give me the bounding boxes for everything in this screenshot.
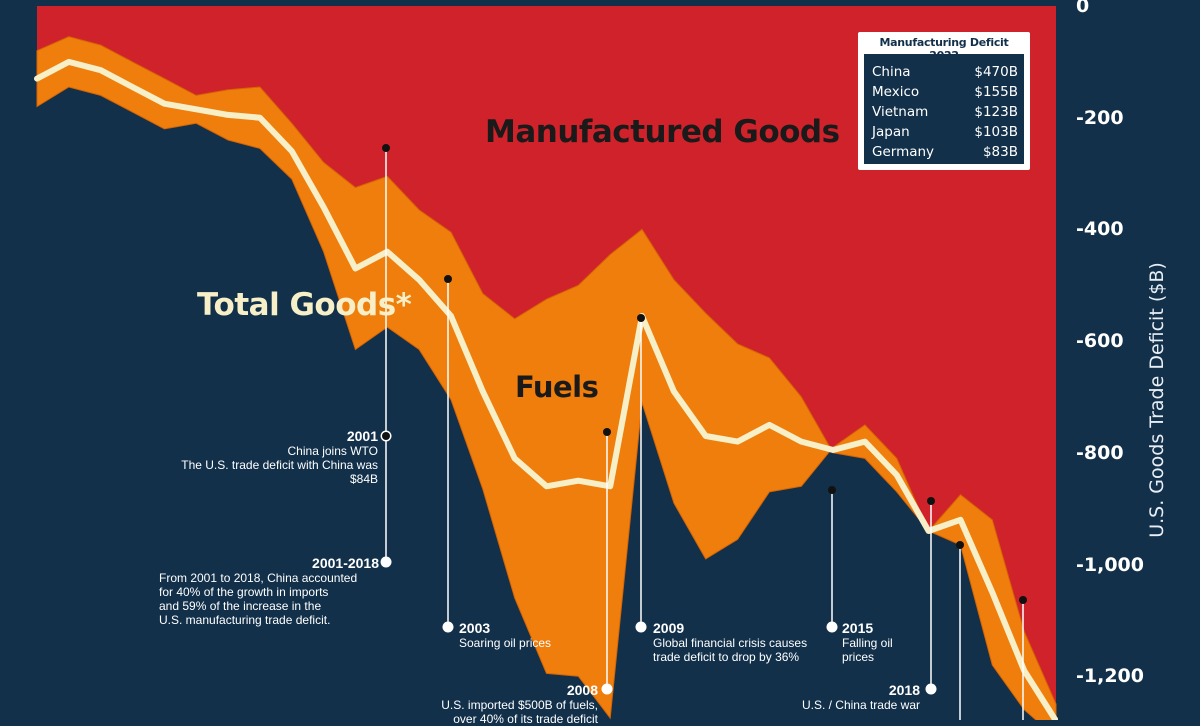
annotation-point-dot xyxy=(603,428,611,436)
inset-row: Japan $103B xyxy=(864,124,1024,144)
annotation-line: U.S. imported $500B of fuels, xyxy=(441,698,598,712)
annotation-line: U.S. / China trade war xyxy=(801,698,920,712)
annotation-2008: 2008 U.S. imported $500B of fuels, over … xyxy=(420,682,598,726)
annotation-2001-2018: 2001-2018 From 2001 to 2018, China accou… xyxy=(159,555,389,627)
y-tick-label: -600 xyxy=(1076,330,1124,353)
inset-value: $103B xyxy=(974,124,1018,140)
y-tick-label: -1,000 xyxy=(1076,553,1144,576)
annotation-2009: 2009 Global financial crisis causes trad… xyxy=(653,620,833,664)
annotation-line: From 2001 to 2018, China accounted xyxy=(159,571,358,585)
annotation-line: Soaring oil prices xyxy=(459,636,552,650)
annotation-2015: 2015 Falling oil prices xyxy=(842,620,942,664)
inset-row: Vietnam $123B xyxy=(864,104,1024,124)
annotation-anchor-dot xyxy=(380,556,392,568)
inset-value: $123B xyxy=(974,104,1018,120)
annotation-point-dot xyxy=(1019,596,1027,604)
annotation-line: Falling oil xyxy=(842,636,893,650)
annotation-year: 2008 xyxy=(566,682,598,698)
inset-value: $155B xyxy=(974,84,1018,100)
annotation-year: 2018 xyxy=(888,682,920,698)
inset-country: Japan xyxy=(872,124,910,140)
annotation-line: and 59% of the increase in the xyxy=(159,599,322,613)
inset-row: China $470B xyxy=(864,64,1024,84)
annotation-anchor-dot xyxy=(925,683,937,695)
manufactured-goods-label: Manufactured Goods xyxy=(485,114,840,150)
annotation-2003: 2003 Soaring oil prices xyxy=(459,620,589,650)
annotation-anchor-dot xyxy=(635,621,647,633)
annotation-line: U.S. manufacturing trade deficit. xyxy=(159,613,331,627)
inset-body: China $470B Mexico $155B Vietnam $123B J… xyxy=(864,54,1024,164)
annotation-line: for 40% of the growth in imports xyxy=(159,585,329,599)
annotation-line: over 40% of its trade deficit xyxy=(453,712,598,726)
y-tick-label: -1,200 xyxy=(1076,665,1144,688)
annotation-year: 2015 xyxy=(842,620,874,636)
inset-country: Mexico xyxy=(872,84,920,100)
inset-row: Germany $83B xyxy=(864,144,1024,164)
annotation-anchor-dot xyxy=(442,621,454,633)
y-tick-label: -800 xyxy=(1076,441,1124,464)
annotation-line: prices xyxy=(842,650,875,664)
annotation-line: China joins WTO xyxy=(287,444,378,458)
inset-country: Vietnam xyxy=(872,104,929,120)
annotation-line: The U.S. trade deficit with China was $8… xyxy=(181,458,378,486)
inset-country: Germany xyxy=(872,144,935,160)
annotation-point-dot xyxy=(444,275,452,283)
annotation-year: 2001-2018 xyxy=(312,555,379,571)
inset-country: China xyxy=(872,64,911,80)
annotation-year: 2003 xyxy=(459,620,491,636)
annotation-point-dot xyxy=(956,541,964,549)
annotation-point-dot xyxy=(927,497,935,505)
annotation-point-dot xyxy=(637,314,645,322)
manufactured-goods-area xyxy=(37,6,1056,720)
fuels-area xyxy=(36,36,1057,720)
fuels-label: Fuels xyxy=(515,370,599,404)
annotation-2018: 2018 U.S. / China trade war xyxy=(770,682,920,712)
annotation-line: Global financial crisis causes xyxy=(653,636,808,650)
annotation-2001: 2001 China joins WTO The U.S. trade defi… xyxy=(150,428,378,486)
y-tick-label: -400 xyxy=(1076,218,1124,241)
annotation-year: 2009 xyxy=(653,620,685,636)
inset-row: Mexico $155B xyxy=(864,84,1024,104)
y-axis-panel xyxy=(1058,0,1200,720)
inset-value: $470B xyxy=(974,64,1018,80)
total-goods-label: Total Goods* xyxy=(197,287,412,323)
annotation-point-dot xyxy=(382,144,390,152)
annotation-anchor-dot xyxy=(601,683,613,695)
y-tick-label: 0 xyxy=(1076,0,1090,17)
total-goods-line xyxy=(34,58,1059,720)
annotation-line: trade deficit to drop by 36% xyxy=(653,650,800,664)
annotation-anchor-dot xyxy=(826,621,838,633)
annotation-year: 2001 xyxy=(346,428,378,444)
annotation-point-dot xyxy=(828,486,836,494)
annotation-point-dot xyxy=(382,432,390,440)
manufacturing-deficit-table: Manufacturing Deficit 2022 China $470B M… xyxy=(858,32,1030,170)
y-tick-label: -200 xyxy=(1076,106,1124,129)
inset-value: $83B xyxy=(982,144,1018,160)
